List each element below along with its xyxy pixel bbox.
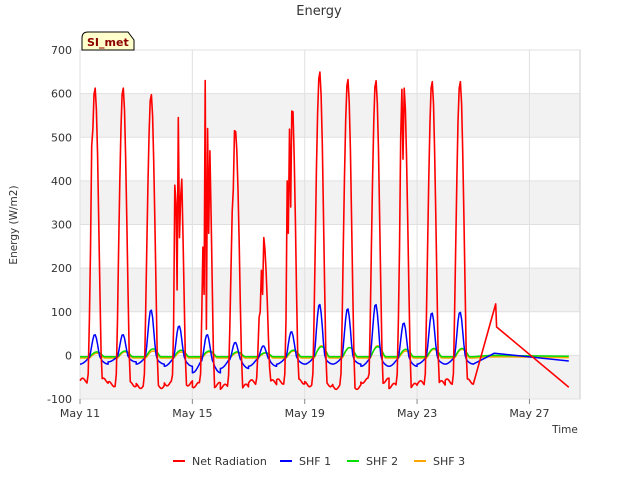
- legend: Net Radiation SHF 1 SHF 2 SHF 3: [173, 455, 465, 468]
- y-tick-label: -100: [47, 393, 72, 406]
- legend-label: SHF 2: [366, 455, 398, 468]
- x-axis-ticks: May 11 May 15 May 19 May 23 May 27: [60, 399, 550, 420]
- legend-label: Net Radiation: [192, 455, 267, 468]
- chart-title: Energy: [296, 4, 342, 19]
- site-tag-box: [81, 31, 135, 51]
- plot-band-2: [80, 180, 580, 225]
- plot-bands: [80, 93, 580, 399]
- site-tag-label: SI_met: [87, 36, 129, 49]
- y-tick-label: 300: [51, 219, 72, 232]
- y-tick-label: 100: [51, 306, 72, 319]
- legend-item-net-radiation: Net Radiation: [173, 455, 267, 468]
- y-axis-label: Energy (W/m2): [8, 185, 20, 264]
- x-tick-label: May 19: [285, 407, 325, 420]
- legend-label: SHF 1: [299, 455, 331, 468]
- x-tick-label: May 11: [60, 407, 100, 420]
- legend-item-shf2: SHF 2: [347, 455, 398, 468]
- plot-band-0: [80, 355, 580, 399]
- x-tick-label: May 27: [509, 407, 549, 420]
- y-tick-label: 500: [51, 131, 72, 144]
- y-tick-label: 600: [51, 88, 72, 101]
- y-tick-label: 700: [51, 44, 72, 57]
- series-line-net-radiation: [79, 71, 570, 391]
- series-layer: [79, 71, 570, 391]
- site-tag: SI_met: [81, 31, 135, 51]
- legend-item-shf1: SHF 1: [280, 455, 331, 468]
- y-tick-label: 0: [65, 349, 72, 362]
- y-tick-label: 400: [51, 175, 72, 188]
- y-axis-ticks: -100 0 100 200 300 400 500 600 700: [47, 44, 72, 406]
- x-tick-label: May 23: [397, 407, 437, 420]
- legend-label: SHF 3: [433, 455, 465, 468]
- plot-band-1: [80, 268, 580, 312]
- x-tick-label: May 15: [172, 407, 212, 420]
- plot-band-3: [80, 93, 580, 138]
- legend-item-shf3: SHF 3: [414, 455, 465, 468]
- y-tick-label: 200: [51, 262, 72, 275]
- x-axis-label: Time: [551, 424, 578, 436]
